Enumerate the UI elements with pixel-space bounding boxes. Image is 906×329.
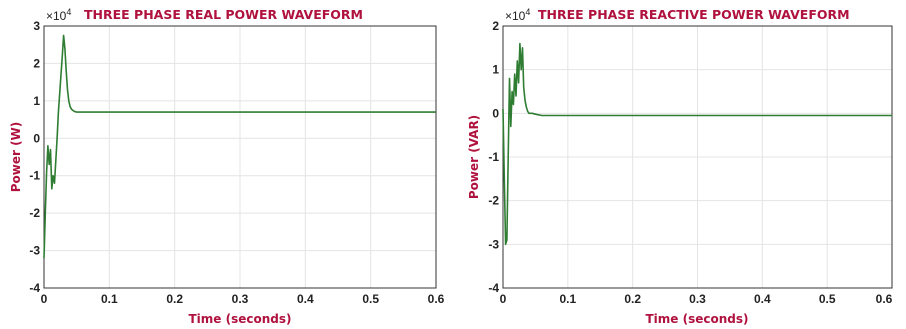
x-tick-label: 0.4 xyxy=(754,292,771,306)
x-tick-label: 0.5 xyxy=(819,292,836,306)
y-tick-label: -4 xyxy=(488,281,499,295)
x-tick-label: 0.1 xyxy=(559,292,576,306)
y-tick-label: -1 xyxy=(29,169,40,183)
reactive-power-x-ticks: 0 0.1 0.2 0.3 0.4 0.5 0.6 xyxy=(500,292,893,306)
x-tick-label: 0 xyxy=(41,292,48,306)
x-tick-label: 0.2 xyxy=(624,292,641,306)
reactive-power-title: THREE PHASE REACTIVE POWER WAVEFORM xyxy=(538,7,850,22)
reactive-power-chart: 0 0.1 0.2 0.3 0.4 0.5 0.6 -4 -3 -2 -1 0 … xyxy=(467,7,893,326)
real-power-x-axis-label: Time (seconds) xyxy=(188,312,291,326)
real-power-title: THREE PHASE REAL POWER WAVEFORM xyxy=(84,7,363,22)
reactive-power-x-axis-label: Time (seconds) xyxy=(645,312,748,326)
real-power-grid xyxy=(43,25,437,289)
y-tick-label: -1 xyxy=(488,150,499,164)
y-tick-label: 1 xyxy=(33,94,40,108)
reactive-power-grid xyxy=(502,25,893,289)
x-tick-label: 0.3 xyxy=(689,292,706,306)
x-tick-label: 0 xyxy=(500,292,507,306)
real-power-y-axis-label: Power (W) xyxy=(9,122,23,193)
reactive-power-y-ticks: -4 -3 -2 -1 0 1 2 xyxy=(488,19,499,295)
y-tick-label: -3 xyxy=(29,244,40,258)
y-tick-label: 1 xyxy=(492,63,499,77)
x-tick-label: 0.3 xyxy=(232,292,249,306)
real-power-chart: 0 0.1 0.2 0.3 0.4 0.5 0.6 -4 -3 -2 -1 0 … xyxy=(9,7,445,326)
reactive-power-multiplier: ×104 xyxy=(505,7,530,23)
real-power-series-line xyxy=(43,34,436,259)
y-tick-label: 0 xyxy=(33,131,40,145)
y-tick-label: 0 xyxy=(492,106,499,120)
y-tick-label: -4 xyxy=(29,281,40,295)
y-tick-label: -2 xyxy=(29,206,40,220)
real-power-multiplier: ×104 xyxy=(46,7,71,23)
reactive-power-y-axis-label: Power (VAR) xyxy=(467,115,481,199)
real-power-y-ticks: -4 -3 -2 -1 0 1 2 3 xyxy=(29,19,40,295)
reactive-power-series-line xyxy=(502,42,892,246)
y-tick-label: 2 xyxy=(492,19,499,33)
reactive-power-plot-area xyxy=(502,25,893,289)
y-tick-label: -3 xyxy=(488,237,499,251)
x-tick-label: 0.2 xyxy=(166,292,183,306)
x-tick-label: 0.6 xyxy=(876,292,893,306)
real-power-x-ticks: 0 0.1 0.2 0.3 0.4 0.5 0.6 xyxy=(41,292,445,306)
y-tick-label: -2 xyxy=(488,194,499,208)
y-tick-label: 2 xyxy=(33,56,40,70)
y-tick-label: 3 xyxy=(33,19,40,33)
x-tick-label: 0.4 xyxy=(297,292,314,306)
x-tick-label: 0.6 xyxy=(428,292,445,306)
x-tick-label: 0.5 xyxy=(362,292,379,306)
real-power-plot-area xyxy=(43,25,437,289)
x-tick-label: 0.1 xyxy=(101,292,118,306)
